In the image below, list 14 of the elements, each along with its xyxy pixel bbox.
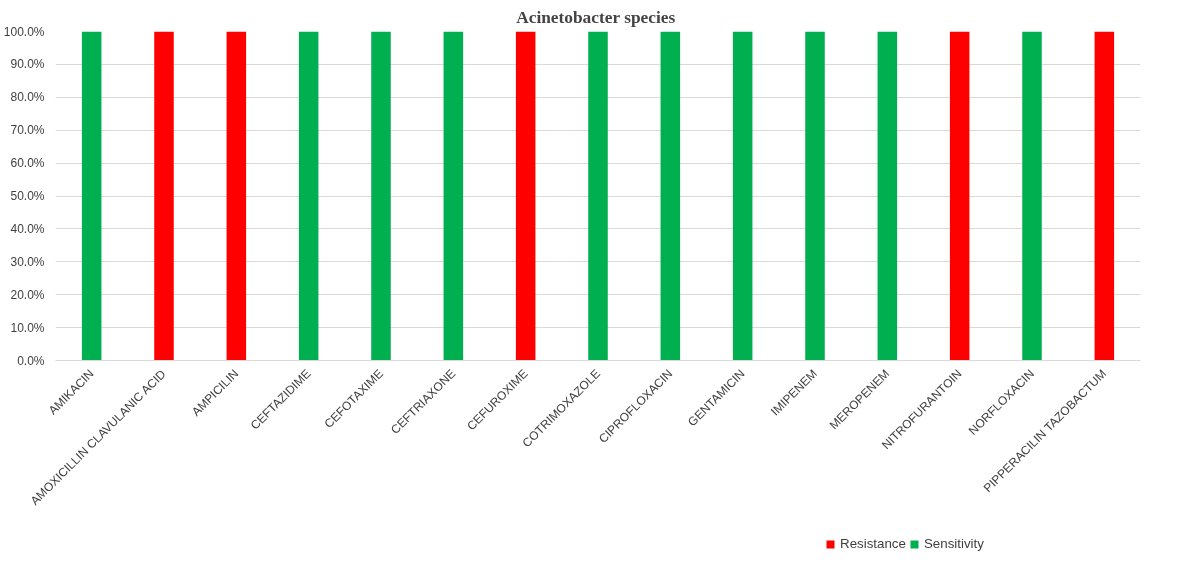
y-tick-label: 20.0%	[10, 287, 45, 302]
y-tick-label: 90.0%	[10, 57, 45, 72]
y-tick-label: 100.0%	[3, 24, 45, 39]
y-tick-label: 40.0%	[10, 221, 45, 236]
y-tick-label: 80.0%	[10, 90, 45, 105]
legend-label: Resistance	[840, 536, 906, 551]
y-tick-label: 0.0%	[17, 353, 45, 368]
y-tick-label: 50.0%	[10, 189, 45, 203]
chart-title: Acinetobacter species	[516, 7, 676, 27]
y-tick-label: 30.0%	[10, 254, 45, 269]
y-tick-label: 60.0%	[10, 156, 45, 171]
legend-label: Sensitivity	[923, 536, 984, 551]
y-tick-label: 10.0%	[10, 320, 45, 335]
y-tick-label: 70.0%	[10, 123, 45, 138]
